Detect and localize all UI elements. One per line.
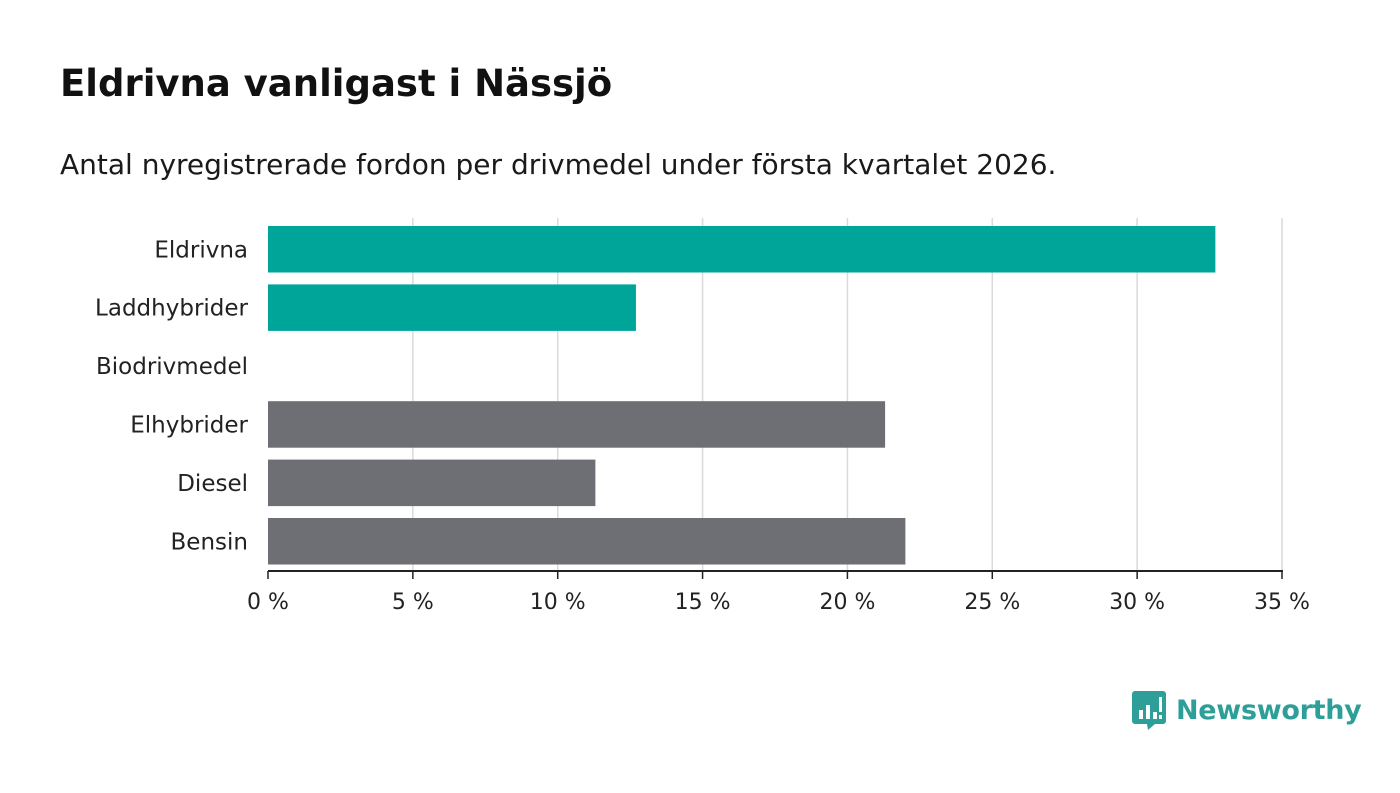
x-tick-label: 35 % (1254, 590, 1310, 615)
chart-title: Eldrivna vanligast i Nässjö (60, 62, 613, 105)
grid-layer (412, 218, 1283, 571)
x-tick-label: 5 % (392, 590, 434, 615)
chart-subtitle: Antal nyregistrerade fordon per drivmede… (60, 148, 1057, 181)
bar-layer (268, 226, 1216, 565)
category-label: Diesel (177, 471, 248, 497)
bar-diesel (268, 459, 596, 507)
x-tick-label: 30 % (1109, 590, 1165, 615)
x-tick-label: 0 % (247, 590, 289, 615)
brand-name: Newsworthy (1176, 694, 1362, 726)
bar-elhybrider (268, 401, 886, 448)
category-label: Laddhybrider (95, 296, 248, 322)
category-label: Biodrivmedel (96, 354, 248, 380)
bar-bensin (268, 518, 906, 565)
newsworthy-logo: Newsworthy (1132, 690, 1362, 730)
bar-chart-speech-bubble-icon (1132, 691, 1166, 730)
bar-eldrivna (268, 226, 1216, 273)
x-tick-label: 15 % (675, 590, 731, 615)
category-label: Eldrivna (154, 237, 248, 263)
x-tick-label: 25 % (964, 590, 1020, 615)
category-label: Elhybrider (130, 412, 248, 438)
category-label: Bensin (171, 529, 248, 555)
x-tick-label: 20 % (819, 590, 875, 615)
axis-layer (267, 570, 1283, 579)
x-tick-label: 10 % (530, 590, 586, 615)
label-layer: 0 % 5 % 10 % 15 % 20 % 25 % 30 % 35 % Eldrivna La… (95, 237, 1310, 615)
bar-laddhybrider (268, 284, 636, 331)
